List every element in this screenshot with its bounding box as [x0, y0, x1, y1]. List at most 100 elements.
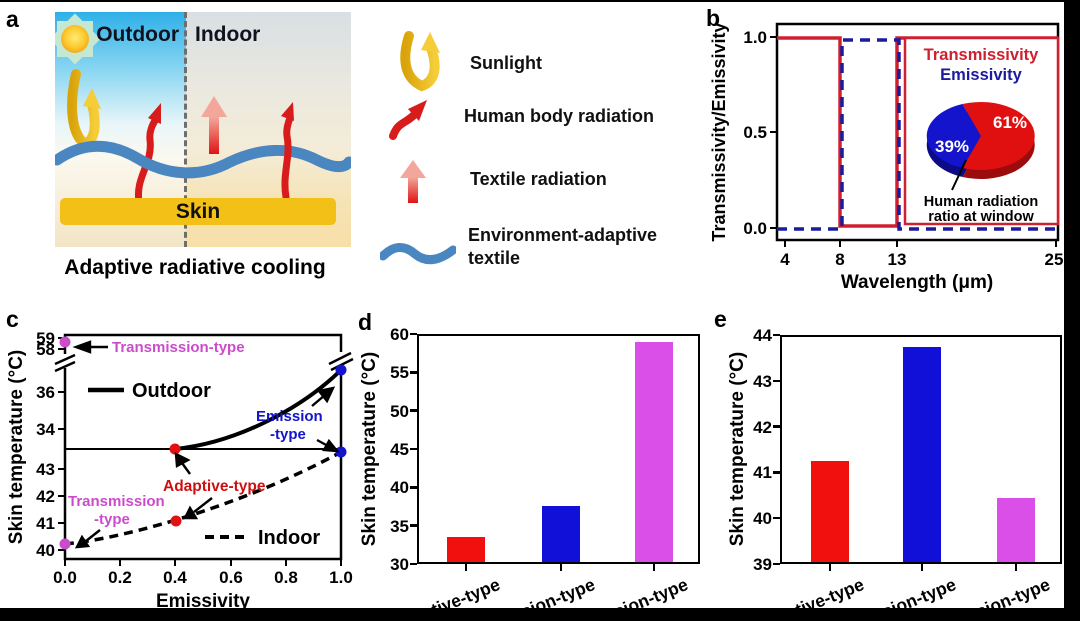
legend-item-adaptive-textile: Environment-adaptive textile — [380, 224, 673, 270]
panel-d-ytickmark-60 — [410, 332, 417, 336]
xtick-labels: 0.0 0.2 0.4 0.6 0.8 1.0 — [53, 568, 353, 587]
transmission-type-bottom-line1: Transmission — [68, 493, 165, 510]
xtick-0.6: 0.6 — [219, 568, 243, 587]
skin-bar: Skin — [60, 198, 336, 225]
outdoor-header: Outdoor — [96, 23, 179, 46]
panel-e-ytickmark-39 — [773, 562, 780, 566]
ytick-36: 36 — [36, 383, 55, 402]
panel-d-ytick-30: 30 — [390, 555, 409, 574]
textile-radiation-arrow-icon — [201, 96, 227, 154]
axis-ticks — [770, 36, 1057, 247]
panel-d-bar-emission-type — [542, 506, 580, 562]
emission-type-indoor-point — [335, 446, 347, 458]
panel-e-xtickmark-1 — [920, 564, 924, 571]
legend-label-sunlight: Sunlight — [470, 53, 542, 73]
panel-d-xtickmark-2 — [652, 564, 656, 571]
sun-icon — [55, 13, 101, 65]
data-points — [59, 336, 347, 550]
panel-letter-c: c — [6, 306, 19, 332]
panel-e-ytick-41: 41 — [753, 463, 772, 483]
panel-d-ytick-35: 35 — [390, 516, 409, 536]
y-axis-label: Skin temperature (°C) — [6, 350, 27, 544]
ytick-labels: 59 58 36 34 43 42 41 40 — [36, 329, 55, 560]
human-body-radiation-arrow-icon — [389, 100, 427, 140]
panel-e-ytickmark-40 — [773, 516, 780, 520]
skin-label: Skin — [175, 199, 221, 223]
panel-e-ytick-39: 39 — [753, 555, 772, 574]
ytick-58: 58 — [36, 340, 55, 359]
pie-label-61: 61% — [993, 113, 1027, 132]
panel-b-chart: 1.0 0.5 0.0 4 8 13 25 Wavelength (μm) Tr… — [709, 22, 1064, 293]
pie-caption-line1: Human radiation — [924, 194, 1038, 210]
annotation-arrows — [72, 340, 340, 549]
panel-e-ytickmark-41 — [773, 471, 780, 474]
transmission-type-outdoor-point — [59, 336, 71, 348]
panel-d-ytickmark-55 — [410, 371, 417, 374]
adaptive-type-indoor-point — [170, 515, 182, 527]
legend-item-textile-radiation: Textile radiation — [398, 158, 607, 204]
legend-label-textile-radiation: Textile radiation — [470, 169, 607, 189]
ytick-40: 40 — [36, 541, 55, 560]
pie-chart: 61% 39% — [926, 101, 1035, 191]
outdoor-curve — [174, 368, 343, 451]
human-body-radiation-arrow-icon — [134, 103, 161, 206]
emission-type-label-line1: Emission — [256, 408, 323, 425]
legend-label-human-radiation: Human body radiation — [464, 106, 655, 126]
panel-a-artwork — [55, 13, 351, 206]
legend-item-human-radiation: Human body radiation — [388, 96, 654, 140]
xtick-0.8: 0.8 — [274, 568, 298, 587]
emission-type-outdoor-point — [335, 364, 347, 376]
panel-e-ytickmark-43 — [773, 379, 780, 383]
outdoor-indoor-divider — [184, 12, 187, 247]
ytick-43: 43 — [36, 460, 55, 479]
xtick-0.4: 0.4 — [163, 568, 187, 587]
panel-d-ytickmark-30 — [410, 562, 417, 566]
axis-break-left — [54, 353, 76, 373]
panel-e-category-adaptive-type: Adaptive-type — [751, 574, 867, 621]
pie-caption-line2: ratio at window — [928, 209, 1034, 225]
xtick-8: 8 — [835, 250, 844, 269]
panel-e-bar-adaptive-type — [811, 461, 849, 562]
panel-e-xtickmark-0 — [828, 564, 832, 571]
pie-label-39: 39% — [935, 137, 969, 156]
human-body-radiation-arrow-indoor-icon — [281, 102, 294, 201]
legend-item-sunlight: Sunlight — [396, 30, 542, 94]
panel-e-ytick-42: 42 — [753, 417, 772, 437]
axis-ticks — [58, 337, 342, 566]
transmission-type-bottom-line2: -type — [94, 511, 130, 528]
panel-d-ytick-40: 40 — [390, 478, 409, 498]
panel-a-caption: Adaptive radiative cooling — [64, 256, 326, 279]
panel-letter-e: e — [714, 306, 727, 332]
panel-d-ytickmark-50 — [410, 409, 417, 412]
panel-letter-a: a — [6, 6, 19, 32]
y-axis-label: Transmissivity/Emissivity — [709, 22, 729, 241]
adaptive-type-label: Adaptive-type — [163, 478, 266, 495]
panel-d-ytick-55: 55 — [390, 363, 409, 383]
xtick-0.2: 0.2 — [108, 568, 132, 587]
xtick-1.0: 1.0 — [329, 568, 353, 587]
transmission-type-top-label: Transmission-type — [112, 339, 245, 356]
panel-e-ytick-43: 43 — [753, 371, 772, 391]
sunlight-reflect-arrow-icon — [67, 69, 101, 150]
xtick-0.0: 0.0 — [53, 568, 77, 587]
plot-frame — [63, 333, 343, 561]
xtick-13: 13 — [888, 250, 907, 269]
x-axis-label: Wavelength (μm) — [841, 272, 993, 293]
panel-d-ytick-50: 50 — [390, 401, 409, 421]
ytick-42: 42 — [36, 487, 55, 506]
panel-c-chart: 59 58 36 34 43 42 41 40 0.0 0.2 0.4 0.6 … — [6, 329, 354, 612]
outdoor-series-label: Outdoor — [132, 380, 211, 402]
panel-d-xtickmark-1 — [559, 564, 563, 571]
panel-e-ytickmark-42 — [773, 425, 780, 428]
adaptive-textile-wave — [55, 140, 351, 179]
panel-d-bar-adaptive-type — [447, 537, 485, 562]
ytick-34: 34 — [36, 420, 55, 439]
xtick-25: 25 — [1045, 250, 1064, 269]
panel-e-ytick-40: 40 — [753, 509, 772, 529]
emissivity-curve — [777, 38, 1058, 231]
panel-e-xtickmark-2 — [1014, 564, 1018, 571]
pie-slice-39 — [926, 104, 981, 168]
panel-e-bar-transmission-type — [997, 497, 1035, 562]
